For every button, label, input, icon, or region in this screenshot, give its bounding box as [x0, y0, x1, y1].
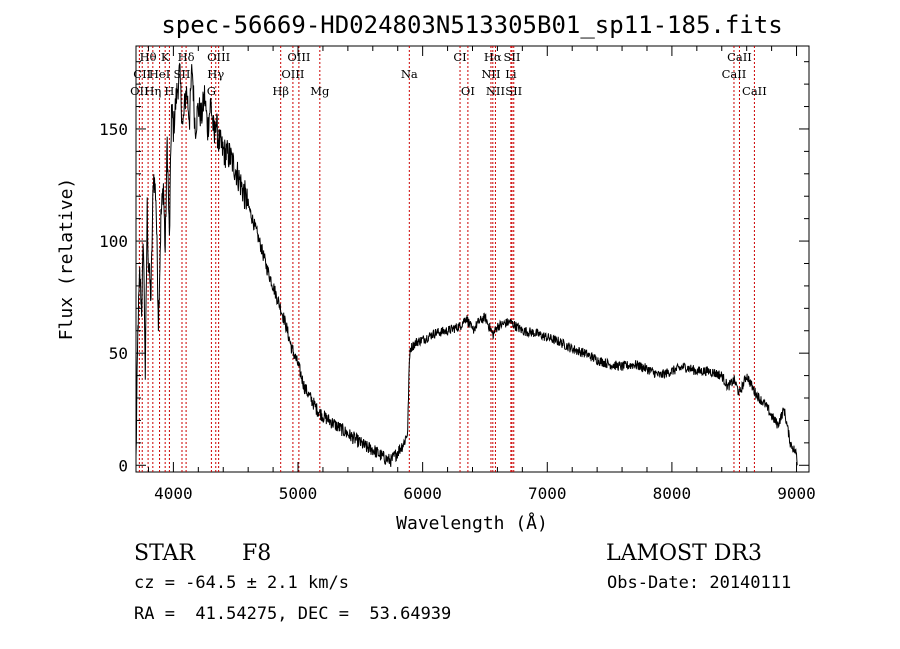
- line-annotation: CaII: [722, 67, 747, 81]
- line-annotation: CaII: [727, 50, 752, 64]
- line-annotation: Hη: [144, 84, 161, 98]
- coordinates: RA = 41.54275, DEC = 53.64939: [134, 604, 451, 624]
- line-annotation: OI: [461, 84, 475, 98]
- line-markers: [138, 46, 755, 472]
- object-class: STAR: [134, 541, 196, 566]
- line-annotation: HeI: [149, 67, 170, 81]
- line-annotation: CaII: [742, 84, 767, 98]
- x-tick-label: 9000: [777, 484, 816, 503]
- object-subclass: F8: [242, 541, 271, 566]
- series-group: [135, 62, 798, 467]
- line-annotation: SII: [505, 84, 522, 98]
- x-tick-label: 6000: [403, 484, 442, 503]
- line-annotation: Mg: [310, 84, 330, 98]
- y-tick-label: 0: [118, 456, 128, 475]
- x-tick-label: 7000: [528, 484, 567, 503]
- line-annotation: OIII: [281, 67, 304, 81]
- x-tick-label: 8000: [653, 484, 692, 503]
- line-annotation: NII: [481, 67, 500, 81]
- line-annotation: OIII: [207, 50, 230, 64]
- spectrum-line: [135, 62, 798, 467]
- line-annotation: Hβ: [272, 84, 289, 98]
- y-axis-ticks: 0 50 100 150: [99, 61, 809, 475]
- redshift-info: cz = -64.5 ± 2.1 km/s: [134, 573, 349, 593]
- obs-date: Obs-Date: 20140111: [607, 573, 791, 593]
- line-annotation: Hα: [484, 50, 502, 64]
- line-annotation: Li: [505, 67, 517, 81]
- x-tick-label: 5000: [279, 484, 318, 503]
- chart-title: spec-56669-HD024803N513305B01_sp11-185.f…: [161, 11, 782, 39]
- plot-frame: [135, 45, 810, 473]
- line-annotation: Hθ: [140, 50, 157, 64]
- y-axis-label: Flux (relative): [56, 178, 77, 341]
- x-axis-label: Wavelength (Å): [396, 512, 548, 534]
- x-tick-label: 4000: [154, 484, 193, 503]
- y-tick-label: 100: [99, 232, 128, 251]
- line-annotation: K: [161, 50, 170, 64]
- line-annotation: Hγ: [207, 67, 224, 81]
- line-annotation: OII: [130, 84, 149, 98]
- line-annotation: G: [207, 84, 216, 98]
- line-annotation: H: [164, 84, 174, 98]
- line-annotation: SII: [504, 50, 521, 64]
- line-annotation: Na: [401, 67, 418, 81]
- line-annotation: CII: [133, 67, 151, 81]
- survey-name: LAMOST DR3: [606, 541, 762, 566]
- line-annotation: Hδ: [178, 50, 195, 64]
- x-axis-ticks: 4000 5000 6000 7000 8000 9000: [147, 46, 816, 503]
- line-annotation: SII: [174, 67, 191, 81]
- line-annotation: CI: [453, 50, 466, 64]
- line-annotation: NII: [486, 84, 505, 98]
- line-annotation: OIII: [287, 50, 310, 64]
- y-tick-label: 150: [99, 120, 128, 139]
- y-tick-label: 50: [109, 344, 128, 363]
